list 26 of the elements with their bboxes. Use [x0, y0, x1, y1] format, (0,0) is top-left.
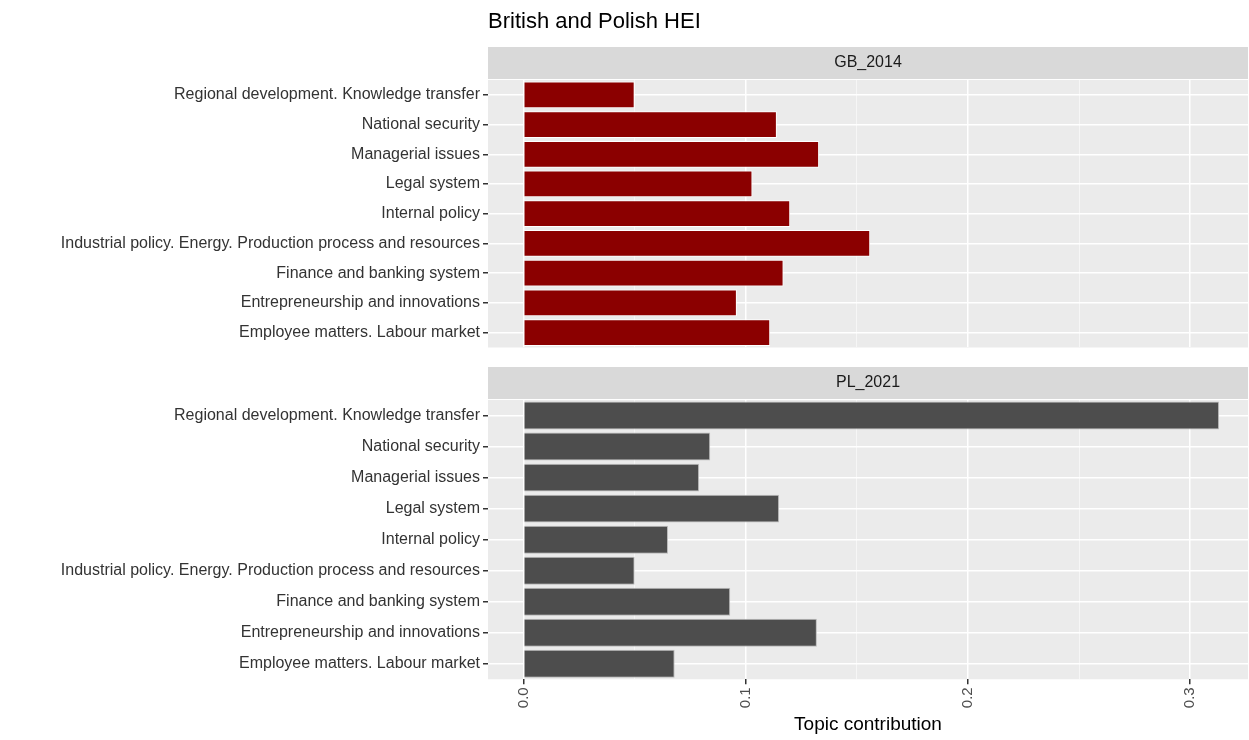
- y-tick-label: Internal policy: [381, 204, 480, 222]
- y-tick-label: Industrial policy. Energy. Production process and resources: [60, 233, 480, 251]
- y-tick-label: Regional development. Knowledge transfer: [174, 405, 481, 423]
- y-tick-label: Entrepreneurship and innovations: [240, 293, 480, 311]
- y-tick-label: Legal system: [385, 174, 480, 192]
- y-tick-label: Employee matters. Labour market: [239, 322, 481, 340]
- x-axis-title: Topic contribution: [794, 712, 942, 734]
- y-tick-label: Legal system: [385, 499, 480, 517]
- y-tick-label: National security: [361, 436, 480, 454]
- y-tick-label: Finance and banking system: [276, 592, 480, 610]
- y-tick-label: Entrepreneurship and innovations: [240, 623, 480, 641]
- x-tick-label: 0.3: [1180, 687, 1198, 709]
- y-tick-label: Industrial policy. Energy. Production process and resources: [60, 561, 480, 579]
- y-tick-label: Finance and banking system: [276, 263, 480, 281]
- x-tick-label: 0.0: [513, 687, 531, 709]
- y-tick-label: Regional development. Knowledge transfer: [174, 85, 481, 103]
- y-tick-label: Managerial issues: [351, 144, 480, 162]
- chart-subtitle: GB_2014: [834, 53, 902, 72]
- x-tick-label: 0.2: [958, 687, 976, 709]
- y-tick-label: National security: [361, 114, 480, 132]
- chart-subtitle: PL_2021: [835, 373, 901, 392]
- chart-title: British and Polish HEI: [488, 8, 701, 34]
- y-tick-label: Managerial issues: [351, 468, 480, 485]
- y-tick-label: Employee matters. Labour market: [239, 654, 481, 672]
- y-tick-label: Internal policy: [381, 530, 480, 548]
- x-tick-label: 0.1: [735, 687, 753, 709]
